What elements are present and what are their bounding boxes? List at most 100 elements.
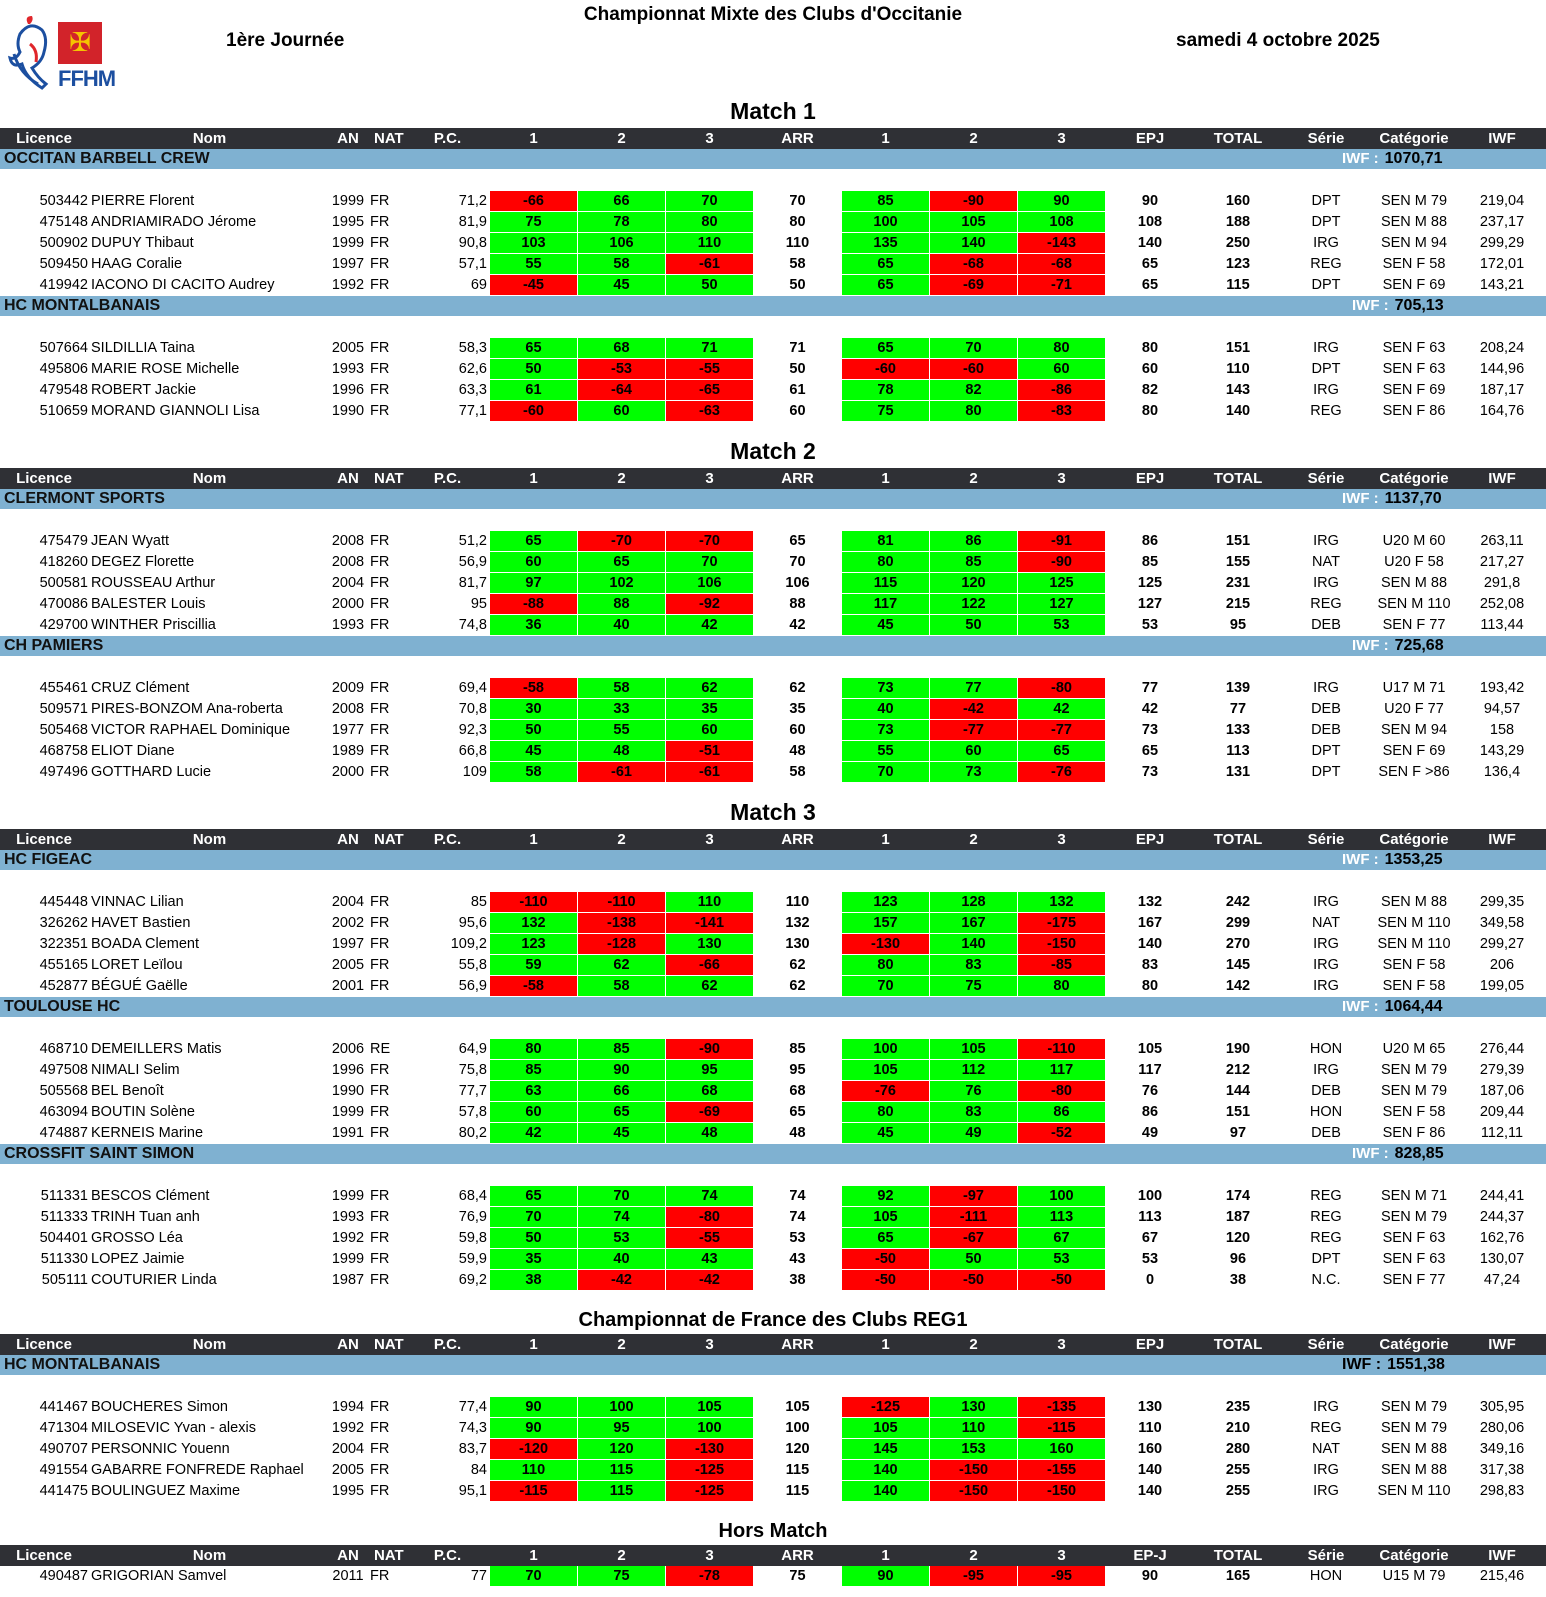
licence: 452877 [39,978,88,994]
cj-attempt: 80 [842,1102,929,1122]
athlete-name: DEMEILLERS Matis [91,1041,222,1057]
snatch-attempt: 33 [578,699,665,719]
category: SEN M 110 [1377,936,1451,952]
cj-attempt: 110 [930,1418,1017,1438]
licence: 475148 [39,214,88,230]
snatch-best: 62 [754,678,841,698]
snatch-attempt: 115 [578,1460,665,1480]
total: 190 [1225,1041,1251,1057]
cj-attempt: -68 [1018,254,1105,274]
snatch-attempt: 68 [578,338,665,358]
snatch-attempt: 75 [578,1566,665,1586]
total: 115 [1226,277,1250,293]
serie: REG [1310,1209,1342,1225]
iwf-points: 113,44 [1480,617,1524,633]
birth-year: 1994 [331,1399,365,1415]
serie: N.C. [1311,1272,1341,1288]
cj-attempt: 86 [930,531,1017,551]
birth-year: 1992 [331,1230,365,1246]
nationality: FR [370,764,390,780]
column-header: 3 [705,130,714,147]
snatch-attempt: 58 [578,976,665,996]
cj-attempt: 117 [842,594,929,614]
cj-attempt: 78 [842,380,929,400]
cj-best: 65 [1141,277,1159,293]
cj-attempt: -60 [930,359,1017,379]
snatch-attempt: 70 [490,1566,577,1586]
snatch-attempt: 63 [490,1081,577,1101]
cj-attempt: -83 [1018,401,1105,421]
cj-attempt: -50 [1018,1270,1105,1290]
cj-attempt: -90 [1018,552,1105,572]
section-title: Hors Match [718,1520,828,1542]
athlete-row: 470086 BALESTER Louis 2000 FR 95 -88 88 -92 88 11… [0,594,1546,614]
licence: 445448 [39,894,88,910]
iwf-points: 193,42 [1479,680,1525,696]
serie: NAT [1312,1441,1340,1457]
snatch-attempt: -90 [666,1039,753,1059]
iwf-points: 47,24 [1483,1272,1521,1288]
snatch-attempt: 100 [666,1418,753,1438]
column-header: IWF [1488,1336,1516,1353]
snatch-attempt: 50 [666,275,753,295]
snatch-attempt: -88 [490,594,577,614]
cj-attempt: 108 [1018,212,1105,232]
snatch-attempt: 110 [666,892,753,912]
cj-attempt: 90 [1018,191,1105,211]
athlete-name: IACONO DI CACITO Audrey [91,277,275,293]
cj-best: 65 [1141,743,1159,759]
nationality: FR [370,533,390,549]
cj-attempt: 100 [842,1039,929,1059]
snatch-attempt: -63 [666,401,753,421]
cj-attempt: 73 [842,720,929,740]
column-header: TOTAL [1213,470,1263,487]
iwf-points: 130,07 [1479,1251,1525,1267]
iwf-points: 237,17 [1479,214,1525,230]
bodyweight: 55,8 [458,957,487,973]
licence: 509450 [39,256,88,272]
cj-attempt: -95 [930,1566,1017,1586]
snatch-best: 62 [754,976,841,996]
column-header: NAT [374,1547,404,1564]
column-header: Nom [192,130,227,147]
column-header: 1 [881,1336,890,1353]
cj-attempt: 100 [842,212,929,232]
iwf-points: 208,24 [1479,340,1525,356]
cj-attempt: -71 [1018,275,1105,295]
iwf-points: 279,39 [1479,1062,1525,1078]
bodyweight: 68,4 [458,1188,487,1204]
snatch-attempt: 90 [490,1397,577,1417]
iwf-points: 187,17 [1479,382,1525,398]
column-header: EPJ [1135,470,1165,487]
athlete-row: 491554 GABARRE FONFREDE Raphael 2005 FR 84 11… [0,1460,1546,1480]
snatch-attempt: 105 [666,1397,753,1417]
snatch-attempt: 90 [578,1060,665,1080]
nationality: FR [370,361,390,377]
birth-year: 1999 [331,1251,365,1267]
iwf-points: 349,16 [1479,1441,1525,1457]
athlete-row: 441467 BOUCHERES Simon 1994 FR 77,4 90 100 105 1… [0,1397,1546,1417]
iwf-points: 187,06 [1479,1083,1525,1099]
nationality: FR [370,1483,390,1499]
cj-attempt: 115 [842,573,929,593]
cj-attempt: -155 [1018,1460,1105,1480]
column-header: 1 [881,470,890,487]
birth-year: 2000 [331,596,365,612]
club-iwf: IWF :1137,70 [1342,490,1442,507]
cj-attempt: -150 [930,1481,1017,1501]
column-header: 3 [1057,1336,1066,1353]
snatch-attempt: -61 [666,762,753,782]
snatch-best: 50 [754,359,841,379]
cj-attempt: 122 [930,594,1017,614]
cj-attempt: -130 [842,934,929,954]
total: 123 [1225,256,1251,272]
serie: HON [1309,1041,1343,1057]
snatch-best: 106 [754,573,841,593]
snatch-attempt: 59 [490,955,577,975]
cj-attempt: 117 [1018,1060,1105,1080]
athlete-row: 326262 HAVET Bastien 2002 FR 95,6 132 -138 -141… [0,913,1546,933]
snatch-attempt: -70 [666,531,753,551]
serie: DEB [1311,1083,1341,1099]
licence: 504401 [39,1230,88,1246]
category: SEN F 63 [1382,1251,1446,1267]
